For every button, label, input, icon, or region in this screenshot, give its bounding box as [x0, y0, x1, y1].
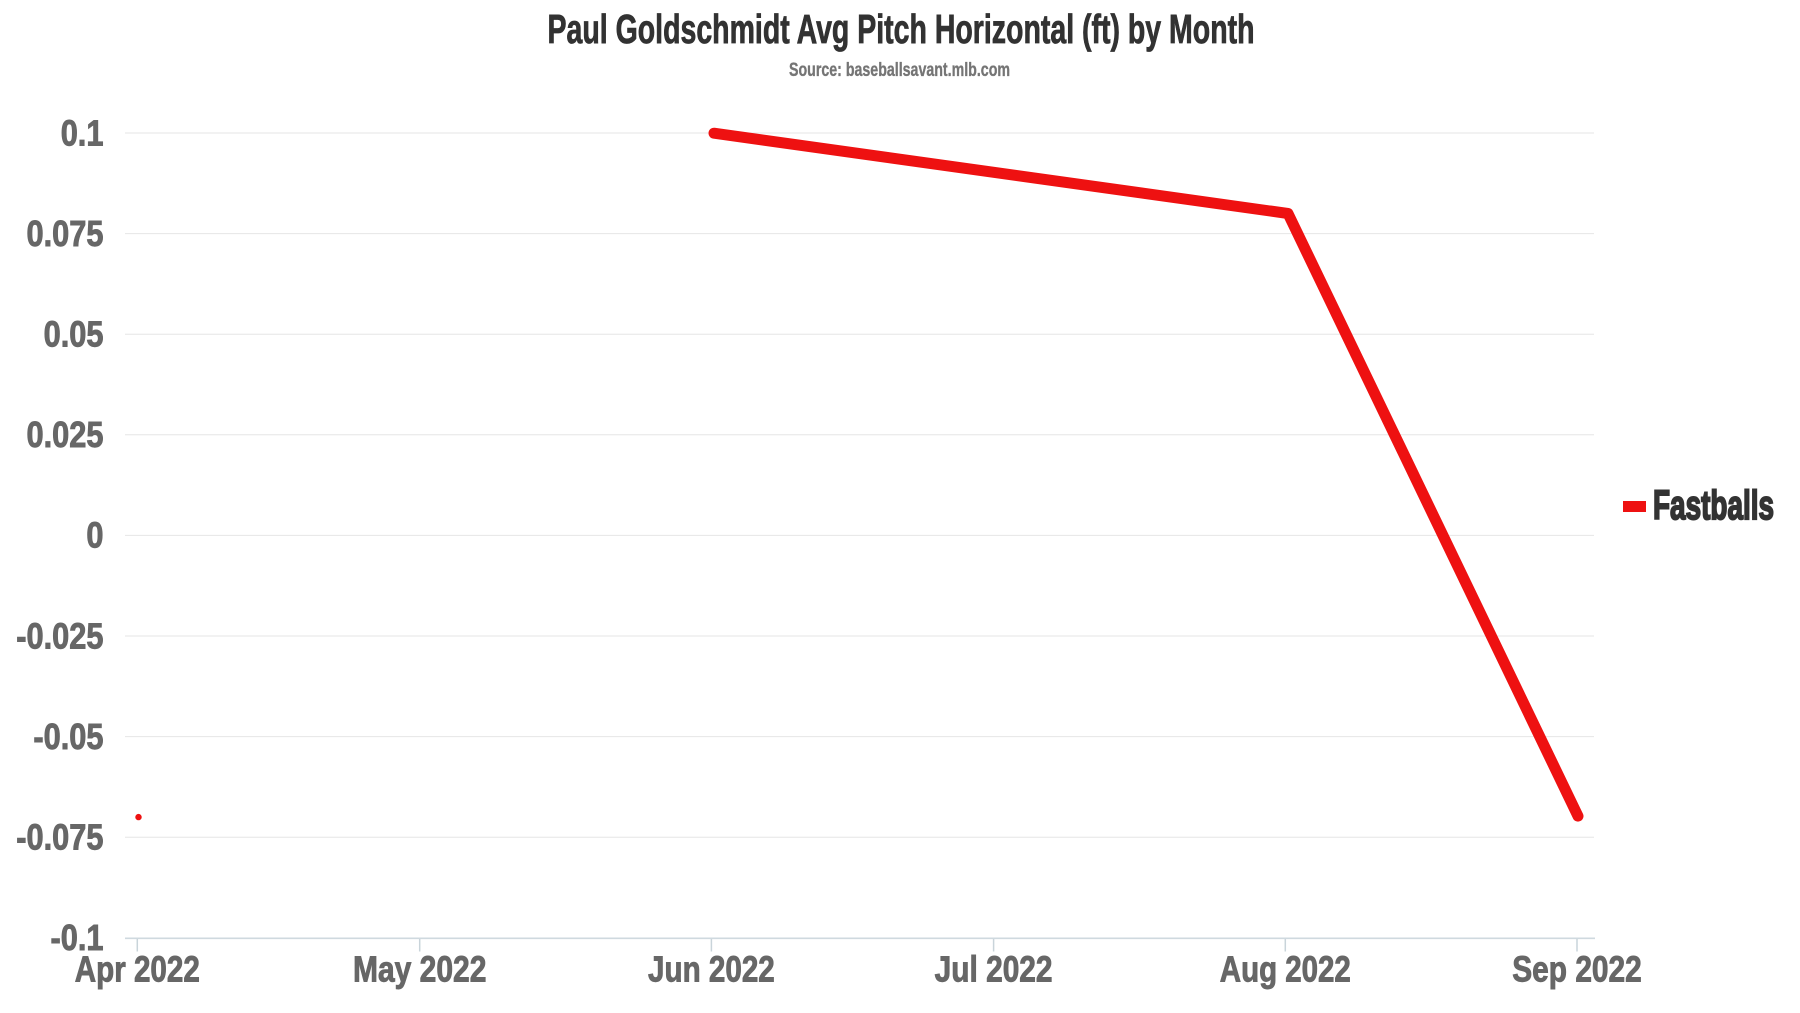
svg-text:0.05: 0.05 [44, 315, 104, 355]
svg-text:0.075: 0.075 [27, 214, 104, 254]
svg-text:Aug 2022: Aug 2022 [1220, 950, 1351, 990]
svg-text:-0.025: -0.025 [16, 616, 103, 656]
svg-text:Paul Goldschmidt Avg Pitch Hor: Paul Goldschmidt Avg Pitch Horizontal (f… [548, 6, 1255, 52]
svg-text:Sep 2022: Sep 2022 [1512, 950, 1642, 990]
svg-text:Apr 2022: Apr 2022 [75, 950, 200, 990]
svg-text:-0.05: -0.05 [33, 717, 103, 757]
svg-text:Jul 2022: Jul 2022 [935, 950, 1053, 990]
svg-text:0.1: 0.1 [61, 113, 104, 153]
svg-text:Fastballs: Fastballs [1653, 482, 1774, 528]
svg-text:Source: baseballsavant.mlb.com: Source: baseballsavant.mlb.com [789, 60, 1010, 81]
svg-text:0.025: 0.025 [27, 415, 104, 455]
svg-text:0: 0 [86, 516, 103, 556]
svg-text:-0.1: -0.1 [51, 918, 104, 958]
svg-text:Jun 2022: Jun 2022 [648, 950, 775, 990]
svg-text:-0.075: -0.075 [16, 818, 103, 858]
svg-text:May 2022: May 2022 [353, 950, 487, 990]
